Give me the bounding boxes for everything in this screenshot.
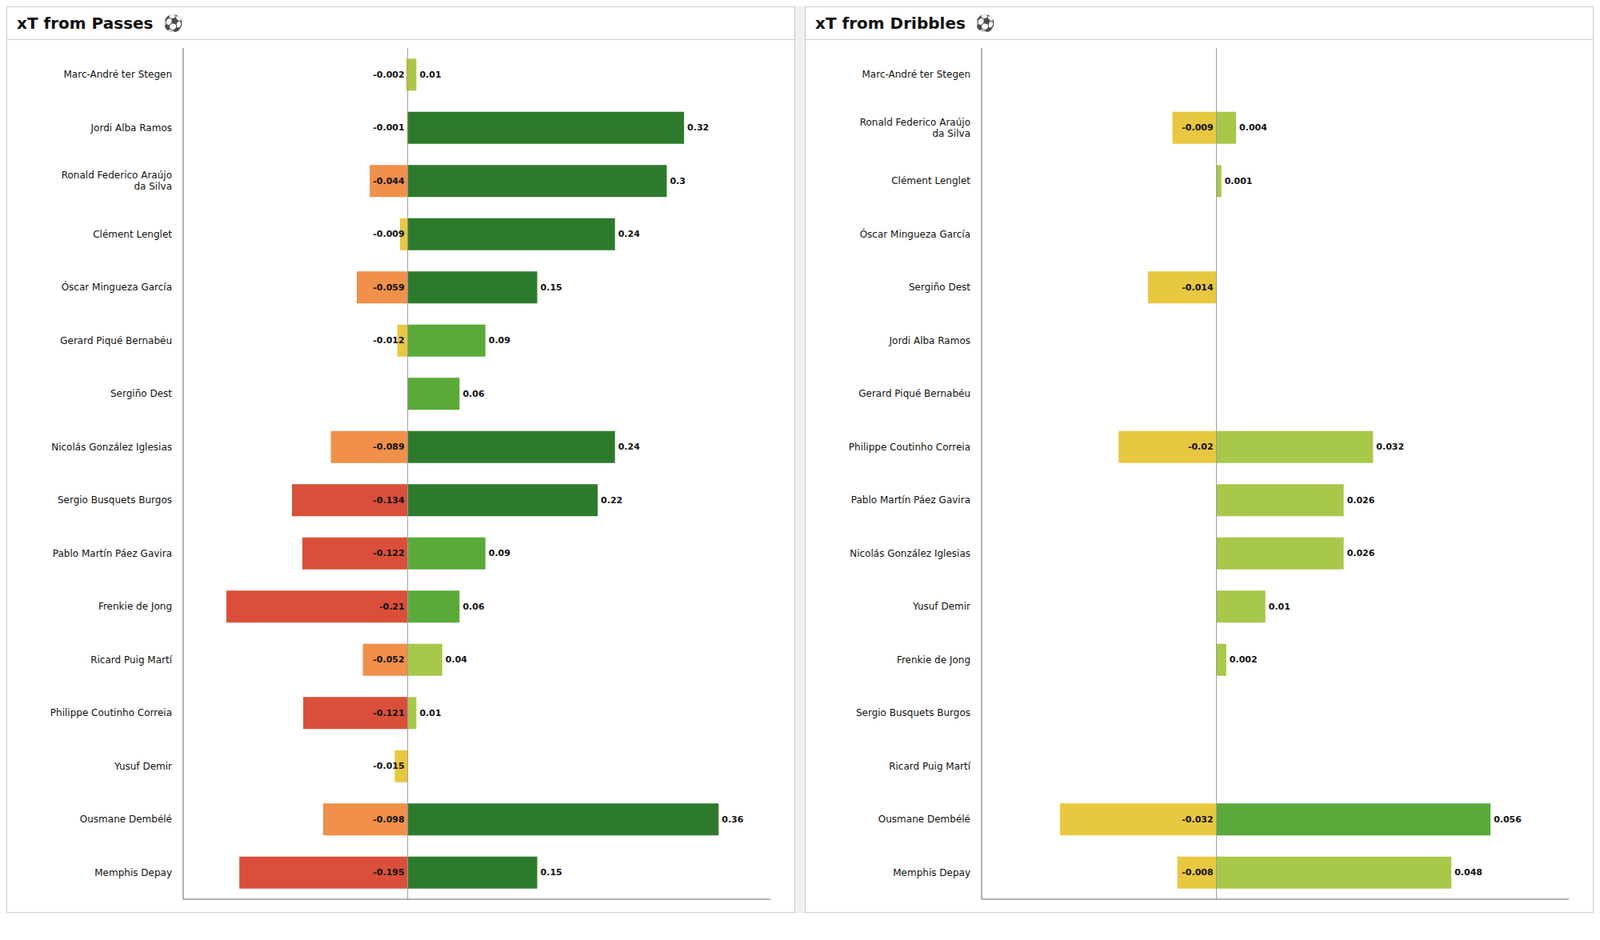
svg-text:Yusuf Demir: Yusuf Demir xyxy=(113,760,172,772)
svg-text:0.032: 0.032 xyxy=(1376,441,1404,452)
svg-text:0.002: 0.002 xyxy=(1229,654,1258,665)
svg-text:Philippe Coutinho Correia: Philippe Coutinho Correia xyxy=(50,707,172,719)
svg-text:Marc-André ter Stegen: Marc-André ter Stegen xyxy=(64,68,173,80)
svg-text:0.3: 0.3 xyxy=(669,176,686,187)
svg-text:Ricard Puig Martí: Ricard Puig Martí xyxy=(888,760,972,772)
svg-text:-0.002: -0.002 xyxy=(372,69,404,80)
svg-text:Gerard Piqué Bernabéu: Gerard Piqué Bernabéu xyxy=(858,388,971,400)
svg-text:-0.098: -0.098 xyxy=(372,814,404,825)
svg-text:Clément Lenglet: Clément Lenglet xyxy=(891,175,971,187)
svg-text:0.04: 0.04 xyxy=(445,654,468,665)
svg-text:0.026: 0.026 xyxy=(1347,548,1376,559)
svg-text:-0.089: -0.089 xyxy=(372,441,404,452)
svg-text:Sergio Busquets Burgos: Sergio Busquets Burgos xyxy=(856,707,971,719)
svg-text:-0.009: -0.009 xyxy=(1181,122,1213,133)
svg-text:0.01: 0.01 xyxy=(419,708,441,719)
svg-text:Memphis Depay: Memphis Depay xyxy=(94,867,172,879)
svg-text:Sergio Busquets Burgos: Sergio Busquets Burgos xyxy=(57,494,172,506)
svg-text:Pablo Martín Páez Gavira: Pablo Martín Páez Gavira xyxy=(52,548,172,560)
svg-text:-0.02: -0.02 xyxy=(1188,441,1214,452)
svg-text:Pablo Martín Páez Gavira: Pablo Martín Páez Gavira xyxy=(851,494,971,506)
svg-text:0.09: 0.09 xyxy=(488,335,511,346)
svg-text:0.026: 0.026 xyxy=(1347,495,1376,506)
svg-text:Marc-André ter Stegen: Marc-André ter Stegen xyxy=(862,68,972,80)
svg-text:-0.014: -0.014 xyxy=(1181,282,1214,293)
svg-text:Ronald Federico Araújoda Silva: Ronald Federico Araújoda Silva xyxy=(61,169,172,192)
svg-text:0.06: 0.06 xyxy=(462,388,484,400)
svg-text:0.01: 0.01 xyxy=(419,69,441,80)
svg-text:Óscar Mingueza García: Óscar Mingueza García xyxy=(61,280,172,293)
svg-text:-0.122: -0.122 xyxy=(372,548,404,559)
svg-text:Memphis Depay: Memphis Depay xyxy=(892,867,971,879)
svg-text:-0.015: -0.015 xyxy=(372,760,404,772)
svg-text:-0.052: -0.052 xyxy=(372,654,404,665)
svg-text:0.22: 0.22 xyxy=(600,495,623,506)
html-text:xT from Dribbles: xT from Dribbles xyxy=(815,13,966,33)
html-text:xT from Passes: xT from Passes xyxy=(16,13,154,33)
svg-text:0.24: 0.24 xyxy=(618,228,640,240)
svg-text:0.001: 0.001 xyxy=(1224,176,1253,187)
svg-text:0.004: 0.004 xyxy=(1239,122,1268,133)
svg-text:-0.001: -0.001 xyxy=(372,122,404,133)
svg-text:0.36: 0.36 xyxy=(721,814,744,825)
svg-text:Óscar Mingueza García: Óscar Mingueza García xyxy=(860,228,971,240)
svg-text:-0.032: -0.032 xyxy=(1181,814,1213,825)
svg-text:-0.044: -0.044 xyxy=(372,176,405,187)
svg-text:-0.009: -0.009 xyxy=(372,228,404,240)
svg-text:Nicolás González Iglesias: Nicolás González Iglesias xyxy=(849,548,971,560)
svg-text:-0.134: -0.134 xyxy=(372,495,405,506)
svg-text:0.24: 0.24 xyxy=(618,441,640,452)
svg-text:Yusuf Demir: Yusuf Demir xyxy=(912,600,971,612)
svg-text:Sergiño Dest: Sergiño Dest xyxy=(908,281,971,293)
svg-text:0.15: 0.15 xyxy=(540,282,563,293)
svg-text:Jordi Alba Ramos: Jordi Alba Ramos xyxy=(888,335,971,347)
svg-text:Nicolás González Iglesias: Nicolás González Iglesias xyxy=(51,441,172,453)
svg-text:0.15: 0.15 xyxy=(540,867,563,878)
svg-text:-0.008: -0.008 xyxy=(1181,867,1213,878)
svg-text:-0.21: -0.21 xyxy=(379,601,405,612)
svg-text:Clément Lenglet: Clément Lenglet xyxy=(92,228,172,240)
svg-text:0.32: 0.32 xyxy=(687,122,709,133)
svg-text:Ronald Federico Araújoda Silva: Ronald Federico Araújoda Silva xyxy=(860,116,971,140)
svg-text:Sergiño Dest: Sergiño Dest xyxy=(110,388,172,400)
svg-text:0.048: 0.048 xyxy=(1454,867,1483,878)
svg-text:-0.195: -0.195 xyxy=(372,867,404,878)
svg-text:Ousmane Dembélé: Ousmane Dembélé xyxy=(80,813,172,825)
svg-text:0.056: 0.056 xyxy=(1493,814,1522,825)
svg-text:Philippe Coutinho Correia: Philippe Coutinho Correia xyxy=(848,441,971,453)
svg-text:-0.121: -0.121 xyxy=(372,708,404,719)
svg-text:0.06: 0.06 xyxy=(462,601,484,612)
svg-text:Gerard Piqué Bernabéu: Gerard Piqué Bernabéu xyxy=(60,335,172,347)
svg-text:-0.012: -0.012 xyxy=(372,335,404,346)
svg-text:-0.059: -0.059 xyxy=(372,282,404,293)
svg-text:Ricard Puig Martí: Ricard Puig Martí xyxy=(90,654,173,666)
svg-text:0.09: 0.09 xyxy=(488,548,511,559)
svg-text:0.01: 0.01 xyxy=(1268,601,1291,612)
svg-text:Jordi Alba Ramos: Jordi Alba Ramos xyxy=(90,122,172,134)
svg-text:Frenkie de Jong: Frenkie de Jong xyxy=(98,600,172,612)
svg-text:Ousmane Dembélé: Ousmane Dembélé xyxy=(878,813,971,825)
svg-text:Frenkie de Jong: Frenkie de Jong xyxy=(896,654,971,666)
